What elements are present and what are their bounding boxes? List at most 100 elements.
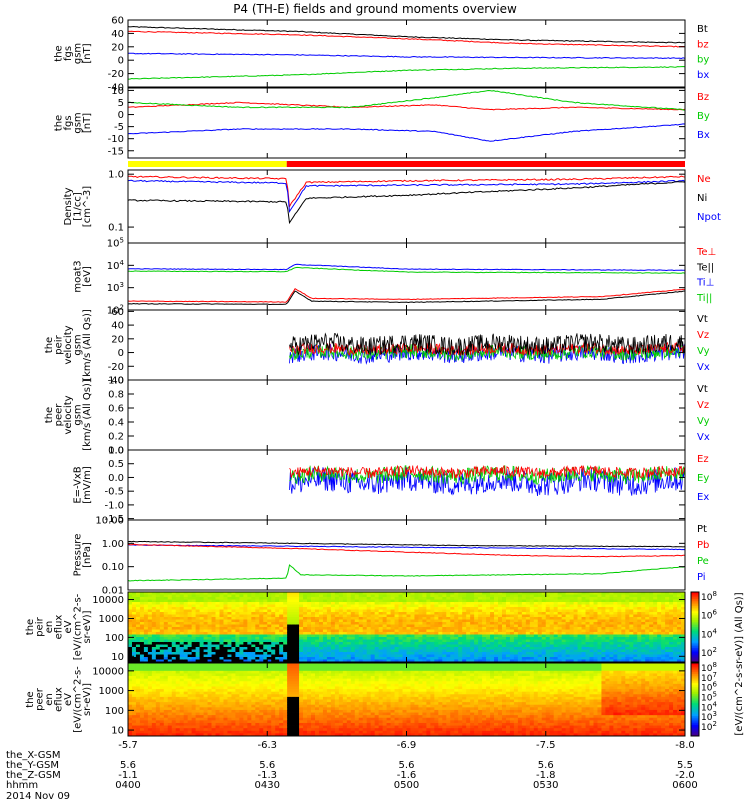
- heat-cell: [350, 622, 356, 625]
- heat-cell: [183, 624, 189, 628]
- heat-cell: [128, 670, 133, 674]
- heat-cell: [191, 673, 197, 677]
- heat-cell: [525, 632, 531, 635]
- heat-cell: [251, 599, 256, 603]
- heat-cell: [342, 632, 348, 635]
- heat-cell: [410, 637, 415, 640]
- heat-cell: [183, 676, 189, 680]
- heat-cell: [307, 629, 312, 633]
- heat-cell: [509, 627, 515, 630]
- heat-cell: [641, 597, 646, 600]
- heat-cell: [231, 609, 236, 613]
- heat-cell: [322, 657, 328, 660]
- heat-cell: [207, 673, 212, 677]
- trace-Ez: [289, 464, 685, 479]
- heat-cell: [318, 609, 324, 613]
- heat-cell: [382, 639, 388, 643]
- heat-cell: [171, 678, 177, 682]
- heat-cell: [354, 594, 360, 598]
- heat-cell: [139, 678, 145, 682]
- heat-cell: [159, 617, 165, 620]
- heat-cell: [366, 659, 372, 662]
- heat-cell: [159, 663, 165, 667]
- heat-cell: [390, 647, 395, 650]
- heat-cell: [386, 659, 391, 662]
- heat-cell: [187, 642, 193, 645]
- heat-cell: [175, 617, 181, 620]
- heat-cell: [657, 612, 662, 615]
- heat-cell: [677, 632, 682, 635]
- heat-cell: [175, 707, 181, 711]
- heat-cell: [135, 647, 141, 650]
- panel-traces: [128, 263, 685, 305]
- y-tick-label: 0.4: [108, 418, 124, 429]
- heat-cell: [223, 694, 228, 698]
- heat-cell: [207, 639, 212, 643]
- heat-cell: [175, 699, 181, 703]
- heat-cell: [657, 644, 662, 648]
- heat-cell: [131, 617, 137, 620]
- heat-cell: [311, 642, 316, 645]
- heat-cell: [553, 657, 559, 660]
- heat-cell: [358, 642, 364, 645]
- heat-cell: [585, 629, 590, 633]
- heat-cell: [577, 632, 582, 635]
- heat-cell: [215, 619, 220, 623]
- heat-cell: [199, 722, 204, 726]
- heat-cell: [143, 599, 149, 603]
- heat-cell: [330, 617, 336, 620]
- heat-cell: [513, 609, 519, 613]
- heat-cell: [346, 629, 352, 633]
- heat-cell: [362, 624, 368, 628]
- heat-cell: [183, 639, 189, 643]
- heat-cell: [669, 627, 674, 630]
- heat-cell: [637, 637, 642, 640]
- heat-cell: [322, 599, 328, 603]
- heat-cell: [231, 681, 236, 685]
- heat-cell: [191, 612, 197, 615]
- heat-cell: [617, 659, 622, 662]
- heat-cell: [501, 622, 507, 625]
- heat-cell: [195, 696, 201, 700]
- heat-cell: [645, 632, 650, 635]
- heat-cell: [267, 597, 272, 600]
- heat-cell: [223, 592, 228, 595]
- heat-cell: [291, 594, 296, 598]
- heat-cell: [147, 639, 153, 643]
- heat-cell: [183, 668, 189, 672]
- heat-cell: [414, 644, 419, 648]
- heat-cell: [597, 599, 602, 603]
- heat-cell: [295, 612, 300, 615]
- heat-cell: [581, 639, 586, 643]
- heat-cell: [382, 644, 388, 648]
- heat-cell: [271, 627, 276, 630]
- heat-cell: [342, 599, 348, 603]
- heat-cell: [303, 619, 308, 623]
- heat-cell: [283, 629, 288, 633]
- heat-cell: [215, 673, 220, 677]
- heat-cell: [187, 712, 193, 716]
- heat-cell: [219, 694, 224, 698]
- heat-cell: [334, 617, 340, 620]
- heat-cell: [183, 691, 189, 695]
- heat-cell: [179, 654, 185, 658]
- heat-cell: [529, 614, 535, 618]
- heat-cell: [426, 599, 431, 603]
- heat-cell: [569, 607, 574, 610]
- heat-cell: [211, 652, 216, 655]
- heat-cell: [633, 612, 638, 615]
- heat-cell: [203, 689, 208, 693]
- heat-cell: [251, 619, 256, 623]
- heat-cell: [283, 659, 288, 662]
- heat-cell: [247, 657, 252, 660]
- heat-cell: [207, 733, 212, 736]
- heat-cell: [207, 622, 212, 625]
- heat-cell: [521, 609, 527, 613]
- heat-cell: [438, 652, 443, 655]
- heat-cell: [287, 632, 292, 635]
- heat-cell: [569, 637, 574, 640]
- heat-cell: [219, 707, 224, 711]
- heat-cell: [553, 627, 559, 630]
- heat-cell: [143, 720, 149, 724]
- heat-cell: [482, 644, 487, 648]
